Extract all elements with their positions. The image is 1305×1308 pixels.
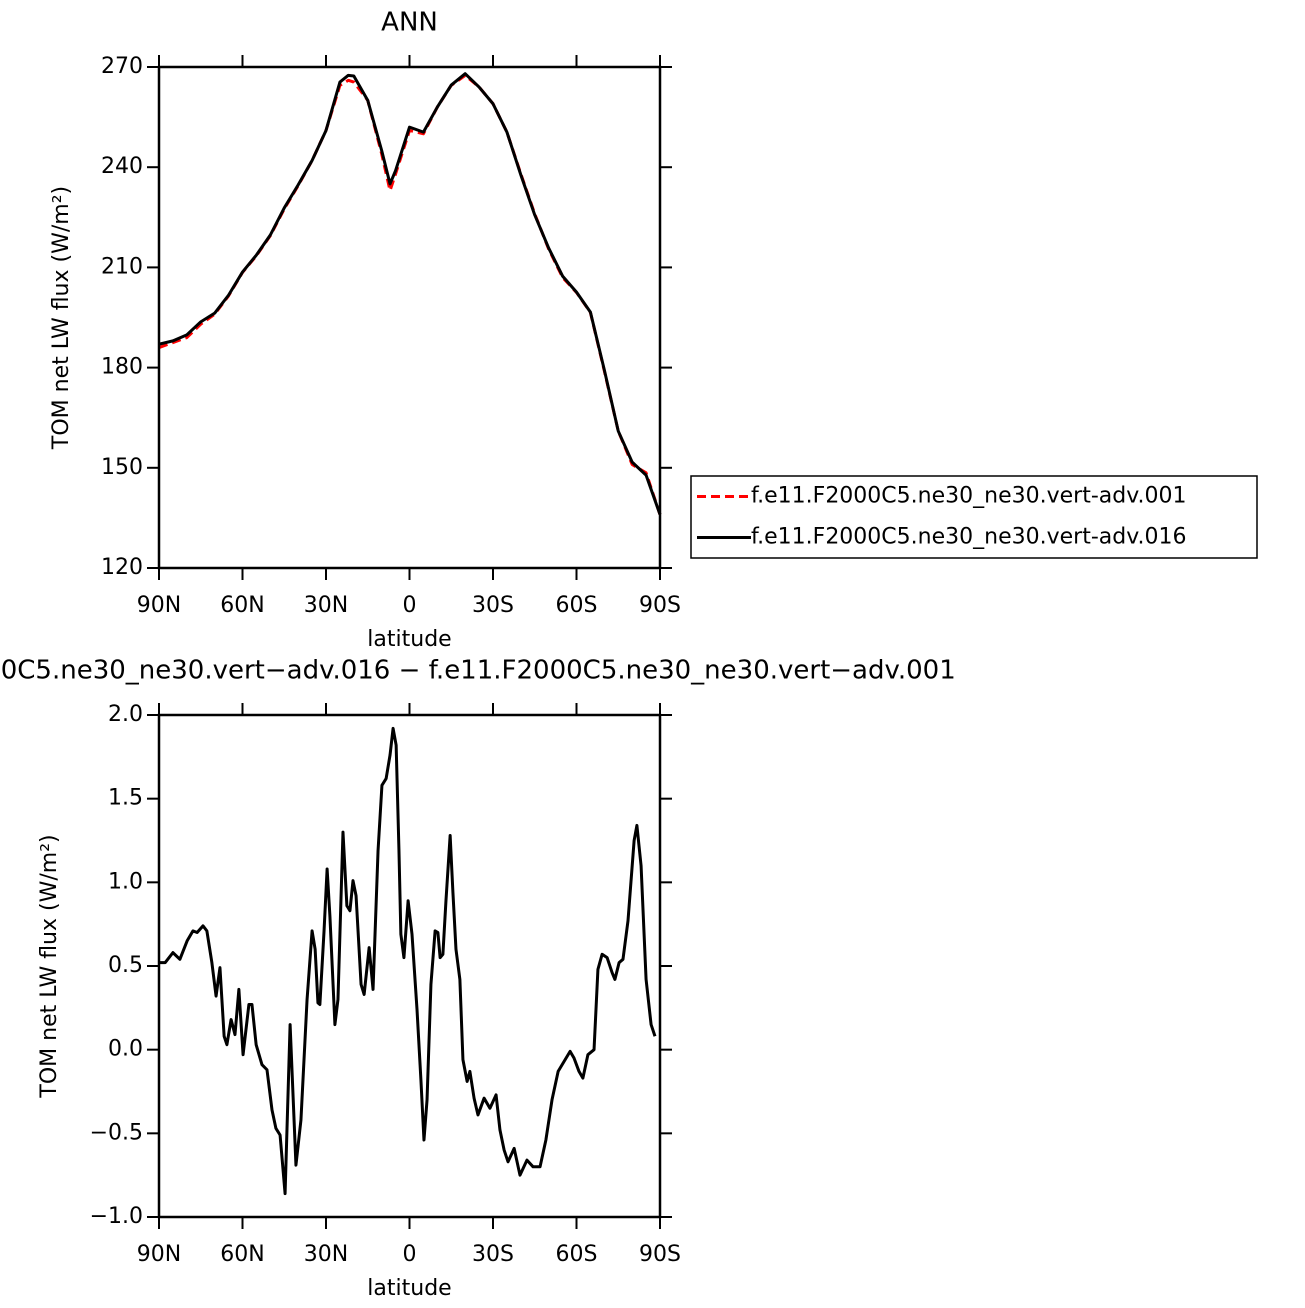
y-tick-label: 270	[101, 54, 143, 79]
x-tick-label: 30S	[472, 1242, 514, 1267]
x-tick-label: 60N	[220, 593, 264, 618]
y-tick-label: −1.0	[90, 1204, 143, 1229]
x-tick-label: 30N	[304, 1242, 348, 1267]
x-tick-label: 90N	[137, 1242, 181, 1267]
panel: ANN latitude TOM net LW flux (W/m²) 120 150 1…	[49, 8, 1258, 652]
x-tick-label: 90N	[137, 593, 181, 618]
x-tick-label: 30S	[472, 593, 514, 618]
y-tick-label: 1.0	[108, 869, 143, 894]
legend: f.e11.F2000C5.ne30_ne30.vert-adv.001 f.e1…	[690, 475, 1258, 559]
data-line	[158, 72, 662, 516]
x-tick-label: 60S	[556, 593, 598, 618]
x-tick-label: 60N	[220, 1242, 264, 1267]
y-tick-label: 210	[101, 254, 143, 279]
plot-frame	[157, 713, 662, 1219]
y-tick-label: 0.0	[108, 1037, 143, 1062]
y-tick-label: 1.5	[108, 786, 143, 811]
x-tick-label: 90S	[639, 593, 681, 618]
chart-title: f.e11.F2000C5.ne30_ne30.vert−adv.016 − f…	[0, 656, 956, 686]
x-tick-label: 30N	[304, 593, 348, 618]
panel: f.e11.F2000C5.ne30_ne30.vert−adv.016 − f…	[0, 656, 956, 1302]
x-axis-label: latitude	[367, 1276, 451, 1301]
y-tick-label: −0.5	[90, 1120, 143, 1145]
data-line	[158, 73, 662, 516]
y-tick-label: 0.5	[108, 953, 143, 978]
legend-label: f.e11.F2000C5.ne30_ne30.vert-adv.016	[751, 525, 1187, 550]
y-axis-label: TOM net LW flux (W/m²)	[49, 186, 74, 450]
x-tick-label: 0	[403, 593, 417, 618]
x-axis-label: latitude	[367, 627, 451, 652]
y-tick-label: 150	[101, 455, 143, 480]
y-tick-label: 120	[101, 555, 143, 580]
y-tick-label: 240	[101, 154, 143, 179]
y-tick-label: 2.0	[108, 702, 143, 727]
legend-label: f.e11.F2000C5.ne30_ne30.vert-adv.001	[751, 484, 1187, 509]
x-tick-label: 0	[403, 1242, 417, 1267]
x-tick-label: 60S	[556, 1242, 598, 1267]
data-line	[159, 726, 657, 1196]
y-axis-label: TOM net LW flux (W/m²)	[37, 834, 62, 1098]
legend-box	[690, 475, 1258, 559]
chart-title: ANN	[381, 8, 438, 38]
x-tick-label: 90S	[639, 1242, 681, 1267]
plot-frame	[157, 65, 662, 570]
y-tick-label: 180	[101, 355, 143, 380]
